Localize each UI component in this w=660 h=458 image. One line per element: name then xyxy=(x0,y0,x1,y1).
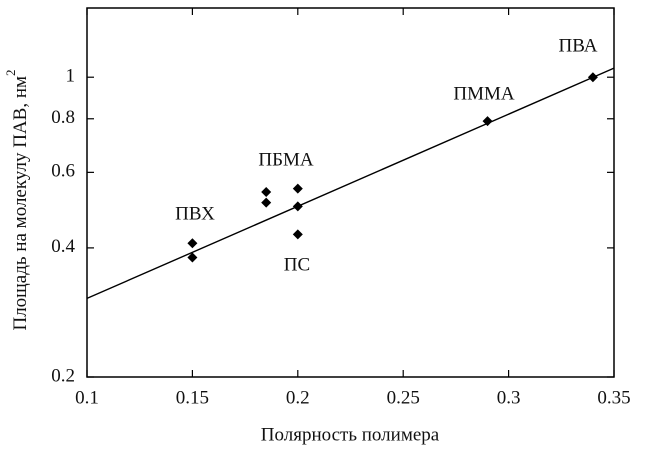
x-tick-label: 0.1 xyxy=(75,387,99,408)
annotation: ПБМА xyxy=(258,149,314,170)
point xyxy=(292,201,303,212)
point xyxy=(587,72,598,83)
y-tick-label: 0.2 xyxy=(51,365,75,386)
plot-frame xyxy=(86,7,615,378)
fit-line xyxy=(86,67,615,300)
annotation: ПВХ xyxy=(175,203,215,224)
x-axis-label: Полярность полимера xyxy=(261,424,440,445)
x-tick-label: 0.35 xyxy=(597,387,630,408)
y-tick-label: 0.6 xyxy=(51,161,75,182)
point xyxy=(292,229,303,240)
x-tick-label: 0.25 xyxy=(387,387,420,408)
y-tick-label: 0.8 xyxy=(51,107,75,128)
y-axis-label-superscript: 2 xyxy=(3,69,18,76)
x-tick-label: 0.3 xyxy=(497,387,521,408)
x-tick-label: 0.15 xyxy=(176,387,209,408)
point xyxy=(482,116,493,127)
y-axis-label-text: Площадь на молекулу ПАВ, нм xyxy=(10,76,31,331)
point xyxy=(187,238,198,249)
y-axis-label: Площадь на молекулу ПАВ, нм2 xyxy=(3,69,31,330)
point xyxy=(292,183,303,194)
point xyxy=(261,197,272,208)
annotation: ПММА xyxy=(453,83,515,104)
y-tick-label: 1 xyxy=(66,66,76,87)
point xyxy=(187,252,198,263)
x-tick-label: 0.2 xyxy=(286,387,310,408)
annotation: ПС xyxy=(284,254,310,275)
y-tick-label: 0.4 xyxy=(51,236,75,257)
annotation: ПВА xyxy=(559,35,598,56)
point xyxy=(261,186,272,197)
